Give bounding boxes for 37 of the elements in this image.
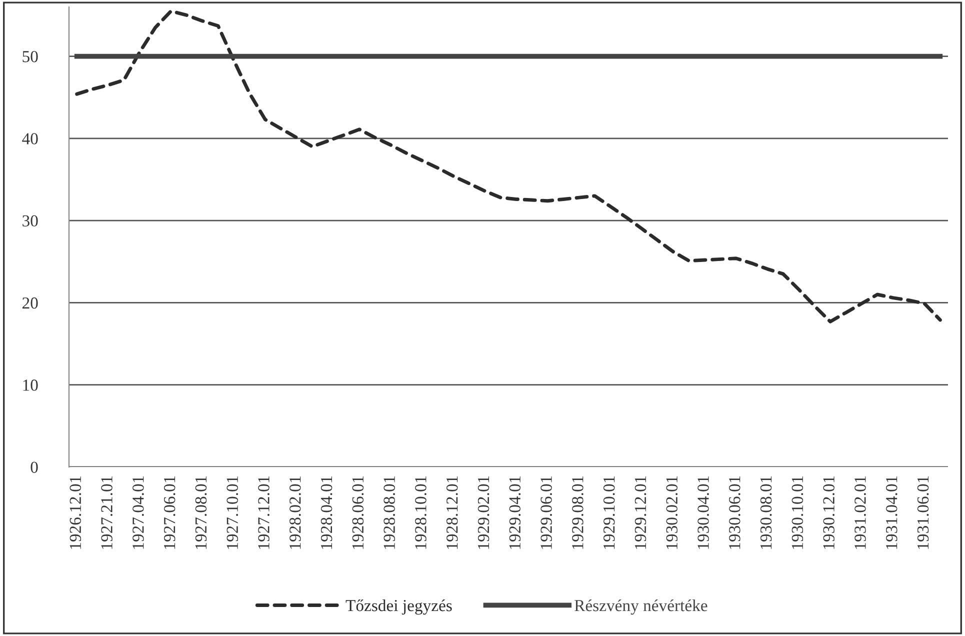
- x-tick-label: 1929.02.01: [478, 476, 490, 549]
- x-tick-label: 1930.08.01: [760, 476, 772, 549]
- x-tick-label: 1930.10.01: [792, 476, 804, 549]
- x-tick-label: 1927.04.01: [132, 476, 144, 549]
- x-tick-label: 1928.10.01: [415, 476, 426, 549]
- text: Tőzsdei jegyzés: [346, 599, 452, 615]
- y-tick-label: 50: [22, 50, 38, 62]
- x-tick-label: 1927.21.01: [101, 476, 112, 549]
- x-tick-label: 1930.04.01: [698, 476, 709, 549]
- x-tick-label: 1928.12.01: [446, 476, 458, 549]
- x-tick-label: 1930.06.01: [729, 476, 740, 549]
- x-tick-label: 1926.12.01: [70, 476, 82, 549]
- x-tick-label: 1930.02.01: [666, 476, 678, 549]
- x-tick-label: 1928.02.01: [290, 476, 301, 549]
- x-tick-label: 1929.04.01: [509, 476, 521, 549]
- x-tick-label: 1928.04.01: [320, 476, 332, 549]
- x-tick-label: 1930.12.01: [823, 476, 835, 549]
- x-tick-label: 1931.06.01: [917, 476, 929, 549]
- x-tick-label: 1928.06.01: [352, 476, 364, 549]
- x-tick-label: 1929.12.01: [634, 476, 646, 549]
- y-tick-label: 20: [22, 297, 38, 309]
- x-tick-label: 1929.06.01: [540, 476, 552, 549]
- y-tick-label: 0: [30, 462, 38, 473]
- x-tick-label: 1927.10.01: [226, 476, 238, 549]
- text: Részvény névértéke: [574, 599, 708, 615]
- x-tick-label: 1929.10.01: [603, 476, 615, 549]
- y-tick-label: 30: [22, 215, 38, 227]
- x-tick-label: 1927.06.01: [164, 476, 176, 549]
- x-tick-label: 1931.04.01: [886, 476, 898, 549]
- x-tick-label: 1931.02.01: [854, 476, 866, 549]
- x-tick-label: 1928.08.01: [384, 476, 396, 549]
- x-tick-label: 1927.12.01: [258, 476, 270, 549]
- y-tick-label: 40: [22, 133, 38, 144]
- line-series: [75, 9, 942, 324]
- y-tick-label: 10: [23, 380, 38, 391]
- x-tick-label: 1929.08.01: [572, 476, 584, 549]
- x-tick-label: 1927.08.01: [195, 476, 207, 549]
